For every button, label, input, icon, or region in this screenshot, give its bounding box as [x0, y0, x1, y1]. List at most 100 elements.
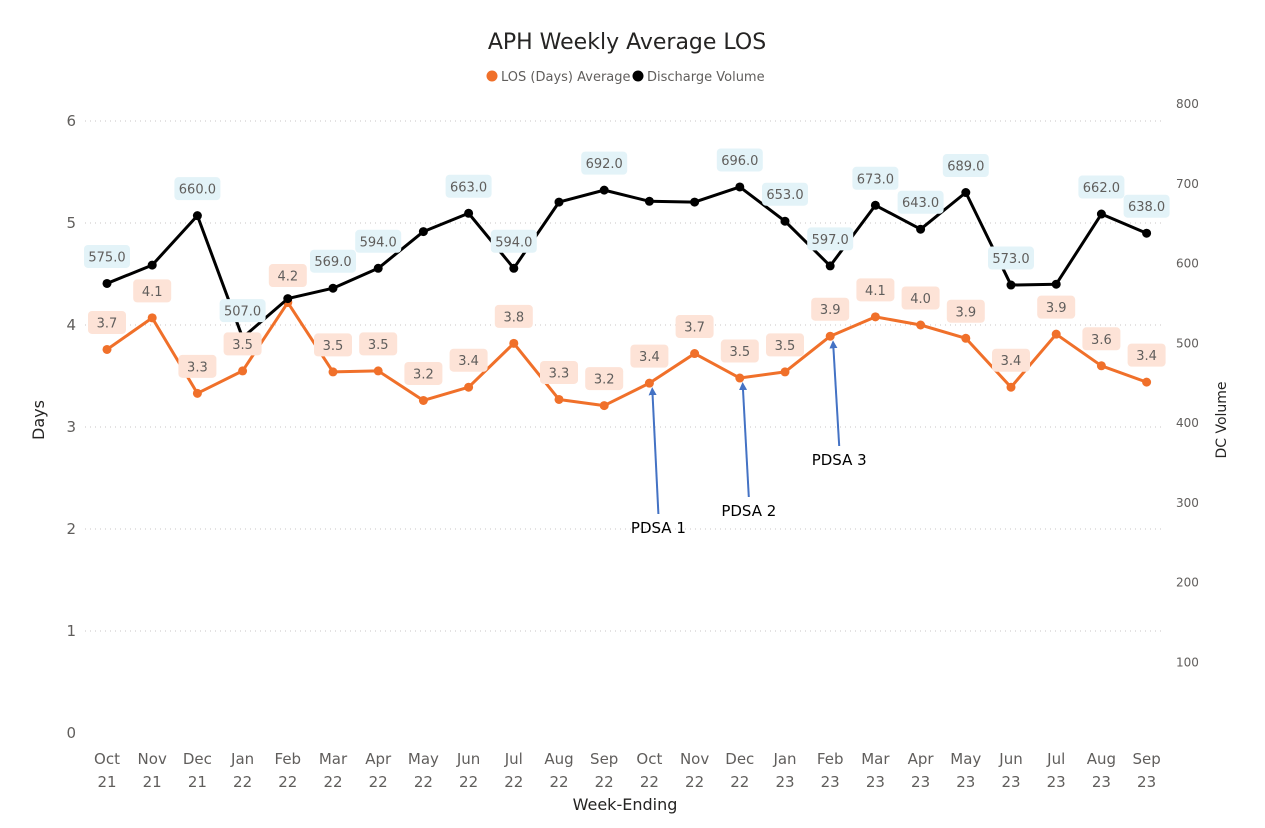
- los-point[interactable]: [916, 320, 926, 330]
- y2-tick-label: 800: [1176, 97, 1199, 111]
- los-point[interactable]: [554, 394, 564, 404]
- los-point[interactable]: [1142, 377, 1152, 387]
- los-point[interactable]: [690, 349, 700, 359]
- discharge-data-label: 660.0: [179, 183, 216, 198]
- x-tick-label: Oct: [94, 750, 120, 768]
- los-point[interactable]: [599, 401, 609, 411]
- discharge-point[interactable]: [1096, 209, 1106, 219]
- los-point[interactable]: [509, 338, 519, 348]
- los-data-label-bg: [268, 264, 307, 288]
- discharge-data-label-bg: [807, 227, 854, 251]
- x-tick-label-year: 21: [97, 773, 116, 791]
- discharge-point[interactable]: [644, 196, 654, 206]
- los-data-label: 3.5: [775, 339, 796, 354]
- discharge-point[interactable]: [599, 185, 609, 195]
- los-data-label-bg: [540, 360, 578, 384]
- discharge-data-label-bg: [219, 299, 266, 323]
- discharge-point[interactable]: [464, 208, 474, 218]
- x-tick-label-year: 22: [640, 773, 659, 791]
- los-point[interactable]: [1096, 361, 1106, 371]
- discharge-point[interactable]: [509, 263, 519, 273]
- discharge-data-label-bg: [1078, 175, 1125, 199]
- x-tick-label-year: 22: [595, 773, 614, 791]
- x-tick-label-year: 23: [1001, 773, 1020, 791]
- los-point[interactable]: [464, 382, 474, 392]
- los-point[interactable]: [780, 367, 790, 377]
- los-point[interactable]: [373, 366, 383, 376]
- x-tick-label: Mar: [319, 750, 348, 768]
- discharge-point[interactable]: [373, 263, 383, 273]
- discharge-data-label: 507.0: [224, 305, 261, 320]
- los-data-label: 3.7: [684, 321, 705, 336]
- los-point[interactable]: [644, 378, 654, 388]
- los-data-label: 3.4: [639, 350, 660, 365]
- los-data-label: 4.1: [142, 285, 163, 300]
- y-tick-label: 0: [66, 724, 76, 742]
- discharge-point[interactable]: [192, 211, 202, 221]
- discharge-point[interactable]: [735, 182, 745, 192]
- annotation-label: PDSA 3: [812, 451, 867, 469]
- discharge-data-label: 597.0: [812, 233, 849, 248]
- x-tick-label: Jun: [998, 750, 1022, 768]
- x-tick-label: Nov: [138, 750, 167, 768]
- los-data-label-bg: [1082, 327, 1121, 351]
- x-tick-label-year: 22: [459, 773, 478, 791]
- los-point[interactable]: [328, 367, 338, 377]
- legend-marker-discharge: [632, 70, 644, 82]
- los-data-label-bg: [1037, 295, 1076, 319]
- discharge-data-label-bg: [445, 174, 492, 198]
- los-point[interactable]: [192, 388, 202, 398]
- los-data-label-bg: [1127, 343, 1166, 367]
- discharge-point[interactable]: [102, 278, 112, 288]
- discharge-point[interactable]: [328, 283, 338, 293]
- los-data-label-bg: [766, 333, 804, 357]
- los-data-label-bg: [494, 304, 533, 328]
- discharge-point[interactable]: [825, 261, 835, 271]
- y2-tick-label: 200: [1176, 576, 1199, 590]
- discharge-data-label-bg: [174, 177, 221, 201]
- discharge-data-label-bg: [1123, 194, 1170, 218]
- discharge-point[interactable]: [1051, 279, 1061, 289]
- los-data-label-bg: [404, 361, 443, 385]
- los-point[interactable]: [418, 395, 428, 405]
- discharge-data-label-bg: [897, 190, 944, 214]
- discharge-data-label-bg: [310, 249, 356, 273]
- discharge-point[interactable]: [1142, 228, 1152, 238]
- discharge-point[interactable]: [870, 200, 880, 210]
- discharge-point[interactable]: [418, 227, 428, 237]
- legend-label-los: LOS (Days) Average: [501, 70, 631, 85]
- discharge-point[interactable]: [961, 188, 971, 198]
- los-data-label: 3.2: [594, 373, 615, 388]
- los-point[interactable]: [961, 333, 971, 343]
- los-point[interactable]: [825, 331, 835, 341]
- los-data-label-bg: [359, 332, 398, 356]
- los-point[interactable]: [147, 313, 157, 323]
- discharge-point[interactable]: [147, 260, 157, 270]
- los-data-label: 3.4: [1001, 354, 1022, 369]
- discharge-point[interactable]: [690, 197, 700, 207]
- los-point[interactable]: [238, 366, 248, 376]
- discharge-point[interactable]: [1006, 280, 1016, 290]
- los-data-label-bg: [675, 315, 714, 339]
- discharge-data-label: 662.0: [1083, 181, 1120, 196]
- discharge-data-label: 663.0: [450, 180, 487, 195]
- discharge-point[interactable]: [916, 224, 926, 234]
- los-point[interactable]: [1006, 382, 1016, 392]
- discharge-data-label-bg: [852, 166, 899, 190]
- los-point[interactable]: [1051, 329, 1061, 339]
- discharge-point[interactable]: [283, 294, 293, 304]
- los-point[interactable]: [735, 373, 745, 383]
- los-point[interactable]: [870, 312, 880, 322]
- los-point[interactable]: [102, 344, 112, 354]
- discharge-data-label: 692.0: [586, 157, 623, 172]
- los-data-label-bg: [811, 297, 850, 321]
- discharge-data-label: 594.0: [360, 235, 397, 250]
- discharge-point[interactable]: [780, 216, 790, 226]
- annotation-arrow: [739, 382, 750, 498]
- y-tick-label: 3: [66, 418, 76, 436]
- legend[interactable]: LOS (Days) Average Discharge Volume: [486, 70, 765, 85]
- los-data-label-bg: [856, 278, 895, 302]
- discharge-point[interactable]: [554, 197, 564, 207]
